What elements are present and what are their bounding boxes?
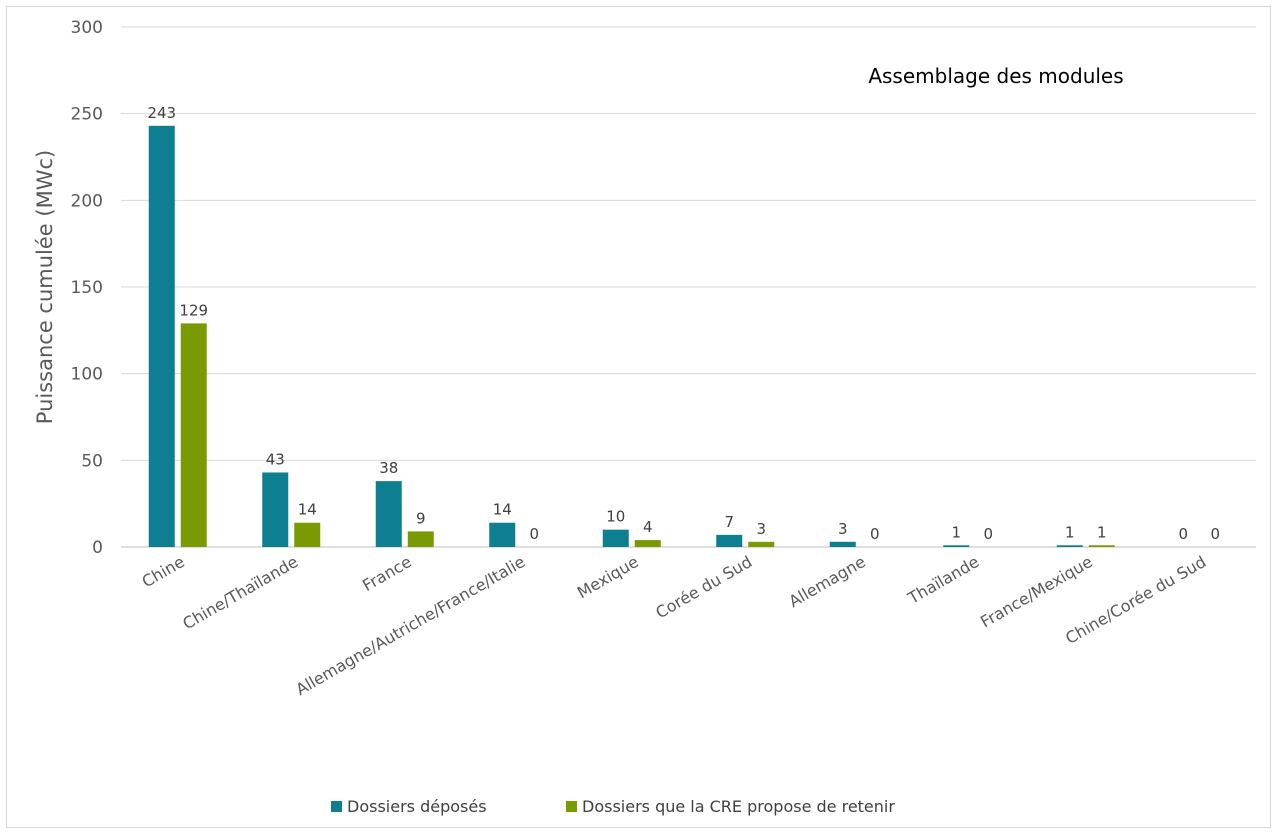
data-label: 38 [379, 459, 398, 477]
y-axis-ticks: 0 50 100 150 200 250 300 [71, 18, 103, 558]
data-label: 3 [756, 520, 766, 538]
y-tick-label: 100 [71, 365, 103, 385]
category-label: Mexique [574, 552, 642, 602]
y-tick-label: 200 [71, 191, 103, 211]
bars [148, 125, 1115, 548]
data-label: 1 [951, 523, 961, 541]
data-label: 243 [147, 104, 176, 122]
category-label: Chine [139, 552, 188, 591]
data-label: 9 [416, 509, 426, 527]
chart-title: Assemblage des modules [868, 64, 1123, 88]
bar-deposes [148, 125, 175, 548]
bar-retenus [634, 540, 661, 547]
category-label: France/Mexique [977, 552, 1096, 631]
bar-deposes [375, 481, 402, 547]
data-label: 7 [724, 513, 734, 531]
data-label: 0 [983, 525, 993, 543]
category-label: Thaïlande [904, 552, 982, 608]
chart-frame [6, 6, 1271, 828]
category-label: Corée du Sud [652, 552, 755, 622]
y-tick-label: 50 [81, 451, 103, 471]
gridlines [121, 26, 1256, 548]
data-label: 14 [493, 501, 512, 519]
bar-deposes [943, 545, 970, 547]
y-axis-label: Puissance cumulée (MWc) [33, 150, 57, 424]
bar-deposes [489, 522, 516, 547]
data-label: 129 [179, 301, 208, 319]
bar-retenus [1088, 545, 1115, 547]
data-label: 1 [1097, 523, 1107, 541]
legend: Dossiers déposés Dossiers que la CRE pro… [331, 797, 895, 816]
bar-deposes [716, 534, 743, 547]
bar-retenus [180, 323, 207, 547]
y-tick-label: 250 [71, 105, 103, 125]
bar-deposes [829, 541, 856, 547]
category-label: France [359, 552, 415, 595]
data-label: 0 [1178, 525, 1188, 543]
data-label: 0 [870, 525, 880, 543]
bar-deposes [262, 472, 289, 547]
category-label: Allemagne/Autriche/France/Italie [292, 552, 528, 699]
y-tick-label: 150 [71, 278, 103, 298]
y-tick-label: 300 [71, 18, 103, 38]
data-label: 1 [1065, 523, 1075, 541]
y-tick-label: 0 [92, 538, 103, 558]
bar-retenus [294, 522, 321, 547]
bar-retenus [748, 541, 775, 547]
data-label: 0 [529, 525, 539, 543]
data-label: 3 [838, 520, 848, 538]
bar-retenus [407, 531, 434, 547]
data-label: 0 [1210, 525, 1220, 543]
legend-swatch-retenus [566, 801, 577, 812]
category-label: Chine/Thaïlande [179, 552, 301, 633]
legend-label-retenus: Dossiers que la CRE propose de retenir [582, 797, 895, 816]
legend-label-deposes: Dossiers déposés [347, 797, 487, 816]
bar-deposes [1056, 545, 1083, 547]
data-label: 4 [643, 518, 653, 536]
data-label: 43 [266, 450, 285, 468]
category-label: Allemagne [785, 552, 868, 611]
bar-deposes [602, 529, 629, 547]
legend-swatch-deposes [331, 801, 342, 812]
data-label: 14 [298, 501, 317, 519]
data-label: 10 [606, 508, 625, 526]
